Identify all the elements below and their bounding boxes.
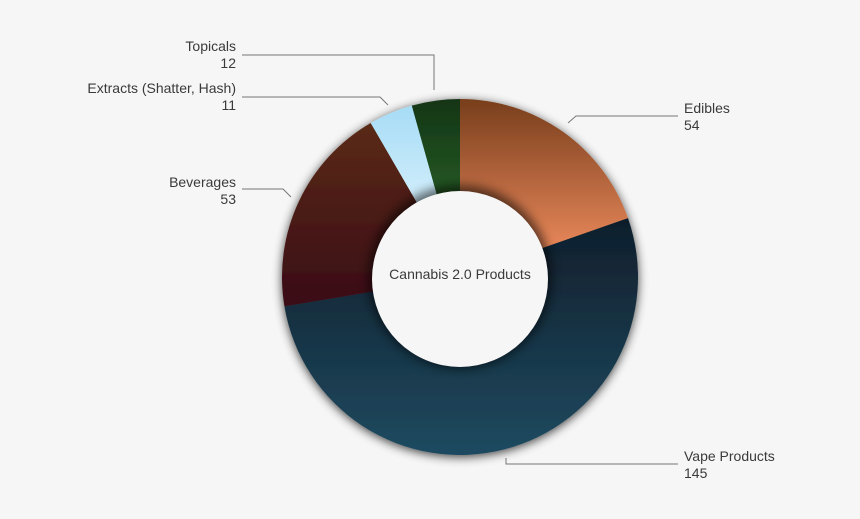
leader-line-topicals [242,54,435,90]
label-vape-products: Vape Products 145 [684,448,775,482]
label-value: 12 [220,55,236,71]
label-edibles: Edibles 54 [684,100,730,134]
label-value: 54 [684,117,700,133]
label-name: Beverages [169,174,236,190]
label-topicals: Topicals 12 [185,38,236,72]
label-value: 11 [221,97,236,113]
label-extracts: Extracts (Shatter, Hash) 11 [87,80,236,114]
label-beverages: Beverages 53 [169,174,236,208]
leader-line-extracts [242,96,389,106]
donut-hole [372,191,548,367]
label-name: Topicals [185,38,236,54]
leader-line-beverages [242,188,292,198]
label-value: 53 [220,191,236,207]
leader-line-edibles [567,115,678,124]
chart-title: Cannabis 2.0 Products [389,266,531,282]
label-name: Extracts (Shatter, Hash) [87,80,236,96]
leader-line-vape [505,458,678,465]
label-name: Edibles [684,100,730,116]
label-name: Vape Products [684,448,775,464]
label-value: 145 [684,465,708,481]
